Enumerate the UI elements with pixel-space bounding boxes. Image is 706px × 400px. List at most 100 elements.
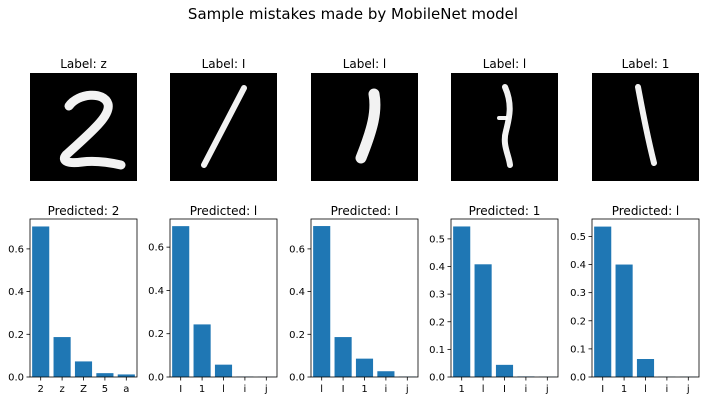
- y-tick-label: 0.3: [429, 290, 445, 301]
- image-label-title: Label: 1: [622, 57, 670, 71]
- x-tick-label: a: [123, 384, 129, 395]
- handwritten-stroke: [355, 88, 381, 164]
- handwritten-stroke: [501, 84, 513, 168]
- x-tick-label: l: [320, 384, 323, 395]
- x-tick-label: l: [482, 384, 485, 395]
- image-label-title: Label: z: [60, 57, 107, 71]
- bar: [594, 226, 612, 377]
- y-tick-label: 0.1: [429, 345, 445, 356]
- y-tick-label: 0.4: [289, 287, 305, 298]
- chart-row: Predicted: 22 z Z 5 a0.00.20.40.6Predicted: …: [8, 204, 700, 395]
- x-tick-label: i: [525, 384, 528, 395]
- y-tick-label: 0.4: [570, 260, 586, 271]
- bar: [313, 226, 331, 377]
- sample-image-panel: Label: I: [170, 57, 277, 181]
- bar: [214, 364, 233, 377]
- x-tick-label: I: [342, 384, 345, 395]
- x-tick-label: z: [59, 384, 64, 395]
- chart-title: Predicted: I: [331, 204, 399, 218]
- axes-frame: [450, 218, 559, 378]
- bar: [172, 226, 190, 377]
- sample-image-panel: Label: l: [451, 57, 558, 181]
- sample-image-panel: Label: z: [30, 57, 137, 181]
- x-tick-label: 1: [459, 384, 465, 395]
- y-tick-label: 0.0: [289, 373, 305, 384]
- x-tick-label: I: [503, 384, 506, 395]
- x-tick-label: 2: [38, 384, 44, 395]
- y-tick-label: 0.5: [570, 232, 586, 243]
- image-label-title: Label: I: [202, 57, 246, 71]
- bar: [453, 226, 471, 377]
- x-tick-label: j: [405, 384, 409, 395]
- y-tick-label: 0.2: [148, 329, 164, 340]
- x-tick-label: 1: [361, 384, 367, 395]
- chart-title: Predicted: l: [190, 204, 258, 218]
- y-tick-label: 0.2: [8, 330, 24, 341]
- bar: [117, 374, 135, 377]
- bar: [636, 359, 655, 377]
- x-tick-label: 1: [199, 384, 205, 395]
- x-tick-label: I: [179, 384, 182, 395]
- chart-title: Predicted: l: [612, 204, 680, 218]
- x-tick-label: i: [244, 384, 247, 395]
- y-tick-label: 0.6: [8, 244, 24, 255]
- handwritten-stroke: [635, 84, 657, 166]
- bar: [32, 226, 50, 377]
- sample-image: [311, 73, 418, 181]
- prediction-chart: Predicted: 2 2 z Z 5 a 0.0 0.2 0.4 0.6: [8, 204, 138, 395]
- bar: [495, 364, 514, 377]
- sample-image-panel: Label: l: [311, 57, 418, 181]
- prediction-chart: Predicted: I l I 1 i j 0.0 0.2 0.4 0.6: [289, 204, 419, 395]
- y-tick-label: 0.0: [8, 373, 24, 384]
- sample-image-panel: Label: 1: [592, 57, 699, 181]
- x-tick-label: Z: [80, 384, 87, 395]
- x-tick-label: i: [385, 384, 388, 395]
- axes-frame: [29, 218, 138, 378]
- bar: [193, 324, 211, 377]
- bar: [615, 264, 633, 377]
- x-tick-label: 1: [621, 384, 627, 395]
- bar: [74, 361, 93, 377]
- axes-frame: [591, 218, 700, 378]
- axes-frame: [310, 218, 419, 378]
- bar: [96, 373, 114, 377]
- axes-frame: [169, 218, 278, 378]
- y-tick-label: 0.3: [570, 288, 586, 299]
- bar: [474, 264, 492, 377]
- chart-title: Predicted: 1: [469, 204, 541, 218]
- x-tick-label: l: [222, 384, 225, 395]
- prediction-chart: Predicted: l I 1 l i j 0.0 0.1 0.2 0.3 0.4 0.5: [570, 204, 700, 395]
- y-tick-label: 0.2: [289, 330, 305, 341]
- prediction-chart: Predicted: l I 1 l i j 0.0 0.2 0.4 0.6: [148, 204, 278, 395]
- y-tick-label: 0.2: [429, 317, 445, 328]
- image-row: Label: z Label: I Label: l Label: l Label: 1: [30, 57, 699, 181]
- x-tick-label: l: [644, 384, 647, 395]
- figure-title: Sample mistakes made by MobileNet model: [188, 5, 518, 23]
- y-tick-label: 0.6: [289, 244, 305, 255]
- y-tick-label: 0.0: [148, 373, 164, 384]
- bar: [334, 337, 352, 377]
- y-tick-label: 0.5: [429, 234, 445, 245]
- y-tick-label: 0.0: [429, 373, 445, 384]
- handwritten-stroke: [201, 85, 247, 168]
- x-tick-label: j: [264, 384, 268, 395]
- x-tick-label: i: [666, 384, 669, 395]
- y-tick-label: 0.0: [570, 373, 586, 384]
- y-tick-label: 0.4: [8, 287, 24, 298]
- x-tick-label: I: [601, 384, 604, 395]
- image-label-title: Label: l: [483, 57, 527, 71]
- x-tick-label: j: [545, 384, 549, 395]
- y-tick-label: 0.1: [570, 344, 586, 355]
- image-label-title: Label: l: [343, 57, 387, 71]
- x-tick-label: 5: [102, 384, 108, 395]
- handwritten-stroke: [59, 90, 126, 170]
- bar: [377, 371, 395, 377]
- chart-title: Predicted: 2: [48, 204, 120, 218]
- y-tick-label: 0.4: [429, 262, 445, 273]
- x-tick-label: j: [686, 384, 690, 395]
- bar: [355, 358, 374, 377]
- bar: [53, 337, 71, 377]
- y-tick-label: 0.2: [570, 316, 586, 327]
